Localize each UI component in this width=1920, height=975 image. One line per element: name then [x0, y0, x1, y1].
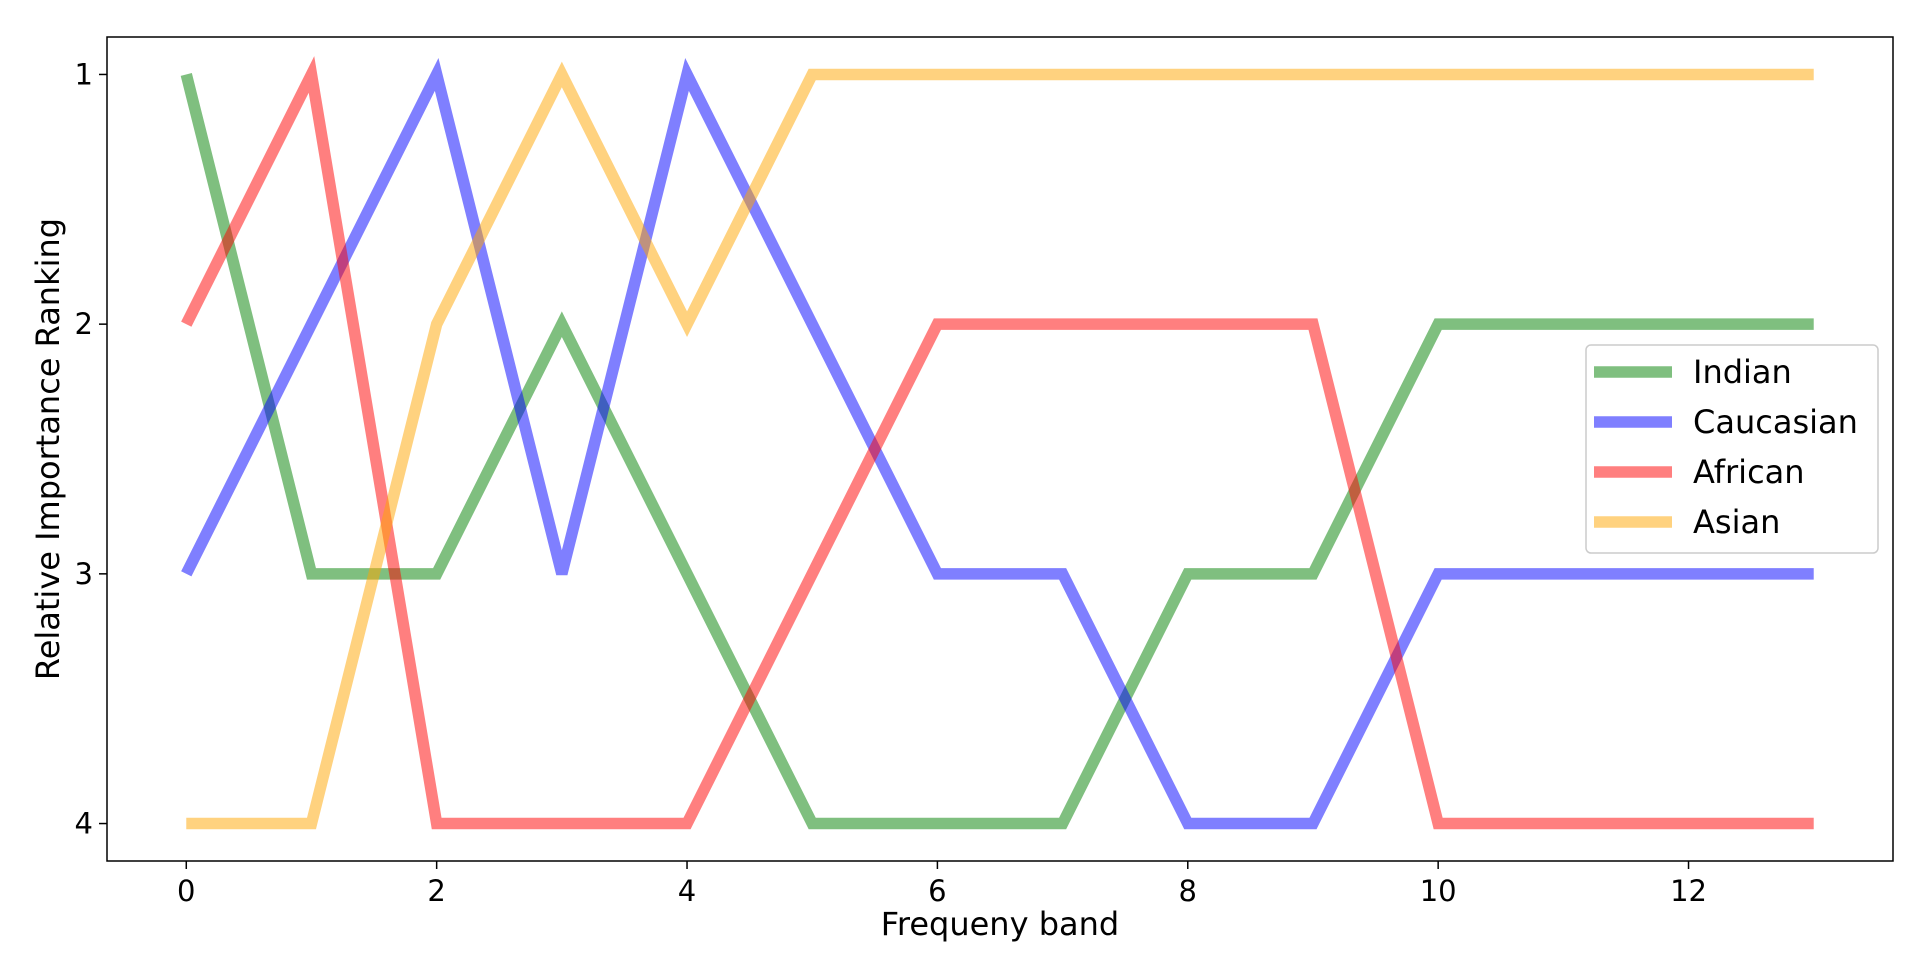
y-tick-label: 4 — [75, 807, 93, 841]
x-tick-label: 4 — [678, 874, 696, 908]
x-tick-label: 6 — [928, 874, 946, 908]
series-line-caucasian — [181, 58, 1814, 830]
series-line-asian — [186, 61, 1814, 830]
legend-box — [1585, 344, 1879, 554]
x-tick-label: 8 — [1179, 874, 1197, 908]
x-tick-label: 10 — [1420, 874, 1457, 908]
legend-label-indian: Indian — [1693, 353, 1792, 391]
x-tick-label: 2 — [427, 874, 445, 908]
plot-frame — [106, 36, 1894, 862]
legend-label-african: African — [1693, 453, 1805, 491]
legend: Indian Caucasian African Asian — [1585, 344, 1879, 554]
y-axis-label: Relative Importance Ranking — [29, 218, 67, 680]
legend-label-caucasian: Caucasian — [1693, 403, 1858, 441]
series-line-indian — [180, 73, 1814, 830]
y-tick-label: 1 — [75, 57, 93, 91]
x-tick-label: 12 — [1670, 874, 1707, 908]
y-axis-ticks: 1 2 3 4 — [75, 57, 107, 841]
legend-label-asian: Asian — [1693, 503, 1780, 541]
x-axis-label: Frequeny band — [881, 905, 1119, 943]
y-tick-label: 3 — [75, 557, 93, 591]
x-tick-label: 0 — [177, 874, 195, 908]
y-tick-label: 2 — [75, 307, 93, 341]
series-line-african — [181, 56, 1814, 830]
x-axis-ticks: 0 2 4 6 8 10 12 — [177, 861, 1707, 908]
series-layer — [180, 56, 1814, 830]
